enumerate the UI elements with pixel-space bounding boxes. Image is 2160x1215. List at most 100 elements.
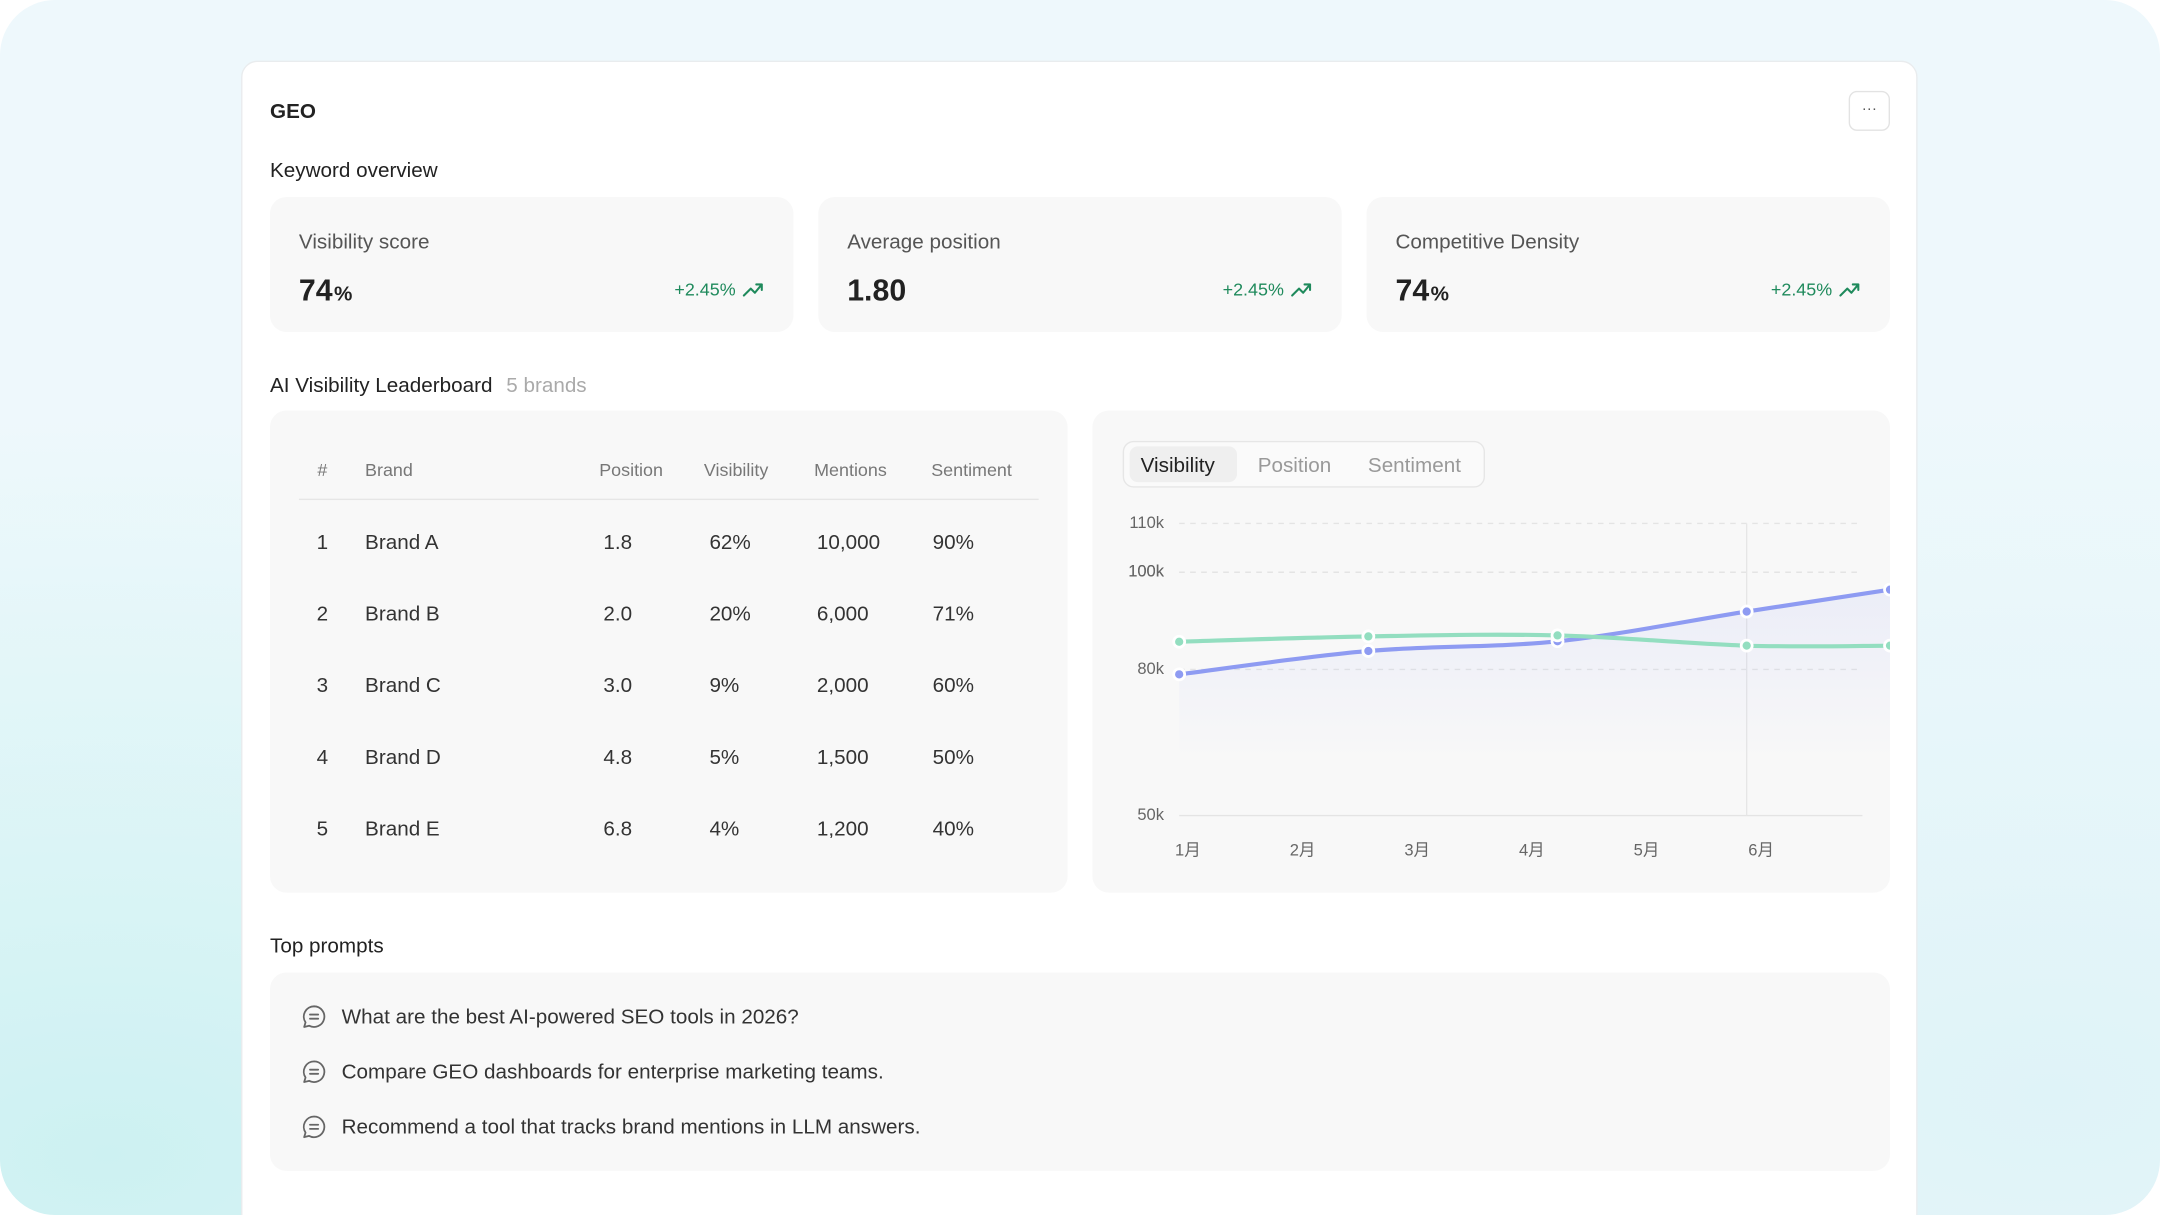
column-header: # (317, 459, 328, 481)
x-tick-label: 3月 (1404, 841, 1430, 860)
x-tick-label: 2月 (1290, 841, 1316, 860)
y-tick-label: 50k (1137, 805, 1164, 824)
data-point (1739, 604, 1754, 619)
metric-value: 74% (1395, 273, 1448, 309)
metric-unit: % (334, 282, 353, 306)
leaderboard-title: AI Visibility Leaderboard (269, 374, 493, 398)
trend-icon (742, 282, 763, 296)
chart-tab[interactable]: Sentiment (1367, 453, 1461, 478)
section-title: Top prompts (269, 934, 384, 959)
trend-icon (1291, 282, 1312, 296)
table-cell: 90% (932, 531, 974, 555)
prompt-text: What are the best AI-powered SEO tools i… (341, 1004, 799, 1029)
table-cell: 1.8 (603, 531, 633, 555)
change-text: +2.45% (1770, 278, 1833, 300)
table-divider (298, 498, 1039, 501)
table-cell: 1,200 (816, 817, 869, 841)
change-text: +2.45% (1222, 278, 1284, 300)
trend-icon (1839, 282, 1860, 296)
data-point (1883, 638, 1890, 653)
data-point (1550, 628, 1565, 643)
active-tab-bg (1129, 446, 1238, 483)
data-point (1361, 644, 1376, 658)
y-tick-label: 100k (1128, 562, 1165, 581)
table-panel (269, 410, 1068, 893)
area-fill (1179, 589, 1890, 761)
x-tick-label: 4月 (1519, 841, 1545, 860)
table-cell: 1 (316, 531, 329, 555)
table-cell: 71% (932, 602, 974, 627)
x-tick-label: 5月 (1634, 841, 1660, 860)
table-cell: 2,000 (816, 674, 869, 698)
metric-card (269, 196, 794, 332)
metric-change: +2.45% (1771, 279, 1861, 300)
chat-icon (302, 1115, 326, 1139)
page-title: GEO (269, 99, 316, 124)
table-cell: Brand B (365, 602, 440, 627)
column-header: Sentiment (931, 459, 1012, 481)
metric-label: Visibility score (298, 230, 430, 255)
metric-label: Competitive Density (1395, 230, 1580, 255)
table-cell: 1,500 (816, 745, 869, 770)
prompt-text: Recommend a tool that tracks brand menti… (341, 1115, 921, 1139)
metric-number: 74 (298, 272, 333, 308)
section-title: AI Visibility Leaderboard 5 brands (270, 374, 587, 397)
table-cell: 5 (316, 817, 329, 841)
menu-button[interactable]: ··· (1848, 90, 1890, 131)
prompts-panel (269, 972, 1890, 1171)
brand-count: 5 brands (506, 374, 587, 398)
table-cell: 62% (709, 531, 751, 555)
column-header: Brand (365, 459, 413, 481)
table-cell: 60% (932, 674, 974, 698)
table-cell: 40% (932, 817, 974, 841)
section-title: Keyword overview (269, 159, 438, 183)
table-cell: 4% (709, 817, 740, 841)
metric-card (1366, 196, 1890, 332)
metric-value: 1.80 (847, 273, 906, 309)
chat-icon (302, 1060, 326, 1083)
table-cell: 6.8 (603, 817, 633, 841)
data-point (1172, 667, 1187, 682)
table-cell: 4 (316, 745, 329, 770)
chart-tab[interactable]: Position (1257, 453, 1332, 478)
prompt-item: Recommend a tool that tracks brand menti… (300, 1113, 920, 1141)
table-cell: 2 (316, 602, 329, 627)
change-text: +2.45% (674, 278, 736, 300)
table-cell: 20% (709, 602, 751, 627)
y-tick-label: 100k (1128, 562, 1165, 581)
prompt-text: Compare GEO dashboards for enterprise ma… (341, 1060, 884, 1084)
table-cell: Brand D (365, 745, 441, 770)
data-point (1361, 629, 1376, 644)
data-point (1739, 638, 1754, 653)
x-tick-label: 6月 (1748, 841, 1774, 860)
metric-value: 74% (299, 273, 352, 309)
prompt-item: What are the best AI-powered SEO tools i… (300, 1003, 799, 1031)
column-header: Mentions (814, 459, 887, 481)
metric-number: 1.80 (847, 272, 907, 308)
metric-change: +2.45% (674, 279, 764, 300)
data-point (1883, 582, 1890, 597)
chat-icon (302, 1005, 326, 1028)
y-tick-label: 80k (1137, 659, 1164, 678)
table-cell: 5% (709, 745, 740, 770)
metric-change: +2.45% (1223, 279, 1313, 300)
table-cell: 3.0 (603, 674, 633, 698)
metric-number: 74 (1395, 272, 1430, 308)
column-header: Visibility (703, 459, 769, 481)
table-cell: 4.8 (603, 745, 633, 770)
table-cell: Brand E (365, 817, 440, 841)
data-point (1172, 634, 1187, 649)
prompt-item: Compare GEO dashboards for enterprise ma… (300, 1058, 884, 1086)
x-tick-label: 1月 (1175, 841, 1201, 860)
metric-card (818, 196, 1342, 332)
table-cell: 3 (316, 674, 329, 698)
table-cell: Brand C (365, 674, 441, 698)
column-header: Position (599, 459, 663, 481)
table-cell: 10,000 (816, 531, 881, 555)
chart-tab[interactable]: Visibility (1140, 453, 1215, 478)
table-cell: 2.0 (603, 602, 633, 627)
table-cell: 50% (932, 745, 974, 770)
